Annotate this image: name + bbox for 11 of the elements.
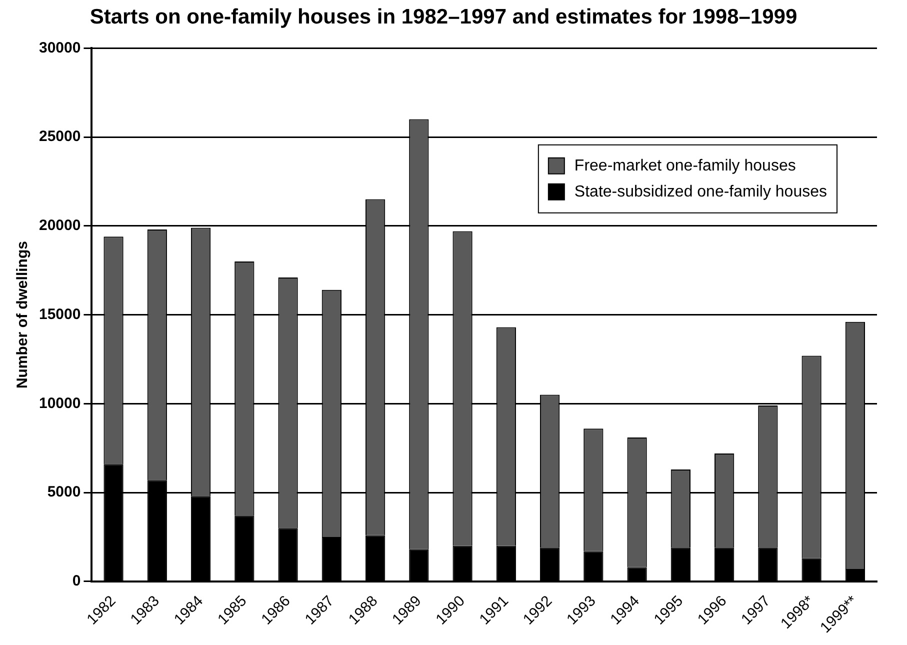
chart-title: Starts on one-family houses in 1982–1997 and estimates for 1998–1999 <box>90 5 798 28</box>
legend-label: State-subsidized one-family houses <box>574 183 827 200</box>
y-axis-title: Number of dwellings <box>14 241 32 389</box>
y-tick-label: 15000 <box>38 306 81 323</box>
y-tick-label: 10000 <box>38 394 81 412</box>
legend-label: Free-market one-family houses <box>574 157 796 174</box>
y-tick-label: 5000 <box>47 484 81 501</box>
y-tick-label: 25000 <box>38 128 81 146</box>
y-tick-label: 30000 <box>38 39 81 56</box>
y-tick-label: 0 <box>72 572 81 590</box>
y-tick-label: 20000 <box>38 217 81 234</box>
